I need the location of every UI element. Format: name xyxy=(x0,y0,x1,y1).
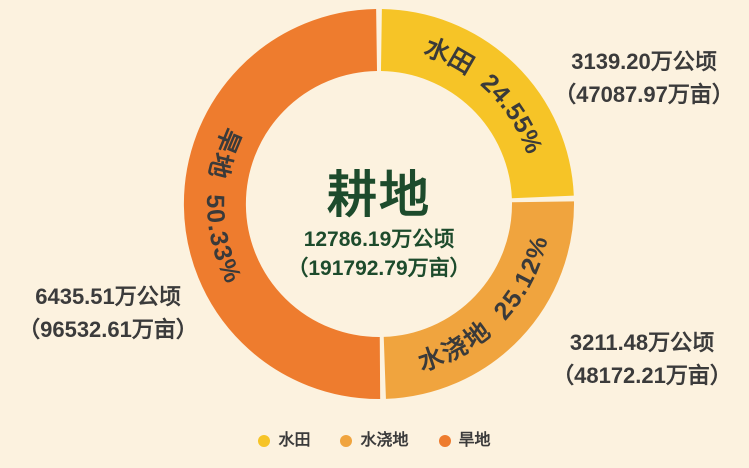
total-mu: （191792.79万亩） xyxy=(287,257,471,280)
callout-paddy-hectares: 3139.20万公顷 xyxy=(571,49,717,74)
donut-center-label: 耕地 12786.19万公顷 （191792.79万亩） xyxy=(229,166,529,282)
callout-dryland-hectares: 6435.51万公顷 xyxy=(35,284,181,309)
donut-segment-irrigated xyxy=(382,201,574,399)
legend-item-paddy: 水田 xyxy=(258,433,310,449)
callout-dryland: 6435.51万公顷 （96532.61万亩） xyxy=(3,280,213,346)
donut-segment-paddy xyxy=(380,9,574,200)
legend-label-paddy: 水田 xyxy=(278,432,311,449)
callout-irrigated: 3211.48万公顷 （48172.21万亩） xyxy=(533,326,749,392)
legend-label-dryland: 旱地 xyxy=(458,432,491,449)
callout-paddy: 3139.20万公顷 （47087.97万亩） xyxy=(538,45,749,111)
donut-segment-dryland xyxy=(183,9,381,400)
legend-label-irrigated: 水浇地 xyxy=(360,432,409,449)
legend-dot-irrigated xyxy=(340,435,353,447)
total-hectares: 12786.19万公顷 xyxy=(303,228,455,251)
callout-irrigated-hectares: 3211.48万公顷 xyxy=(569,330,715,355)
donut-ring xyxy=(183,9,574,400)
callout-paddy-mu: （47087.97万亩） xyxy=(554,82,734,107)
callout-irrigated-mu: （48172.21万亩） xyxy=(552,363,732,388)
legend: 水田 水浇地 旱地 xyxy=(0,433,749,449)
legend-dot-paddy xyxy=(258,435,271,447)
legend-dot-dryland xyxy=(438,435,451,447)
chart-title: 耕地 xyxy=(327,167,431,223)
legend-item-dryland: 旱地 xyxy=(438,432,491,449)
callout-dryland-mu: （96532.61万亩） xyxy=(18,317,198,342)
legend-item-irrigated: 水浇地 xyxy=(340,432,409,449)
